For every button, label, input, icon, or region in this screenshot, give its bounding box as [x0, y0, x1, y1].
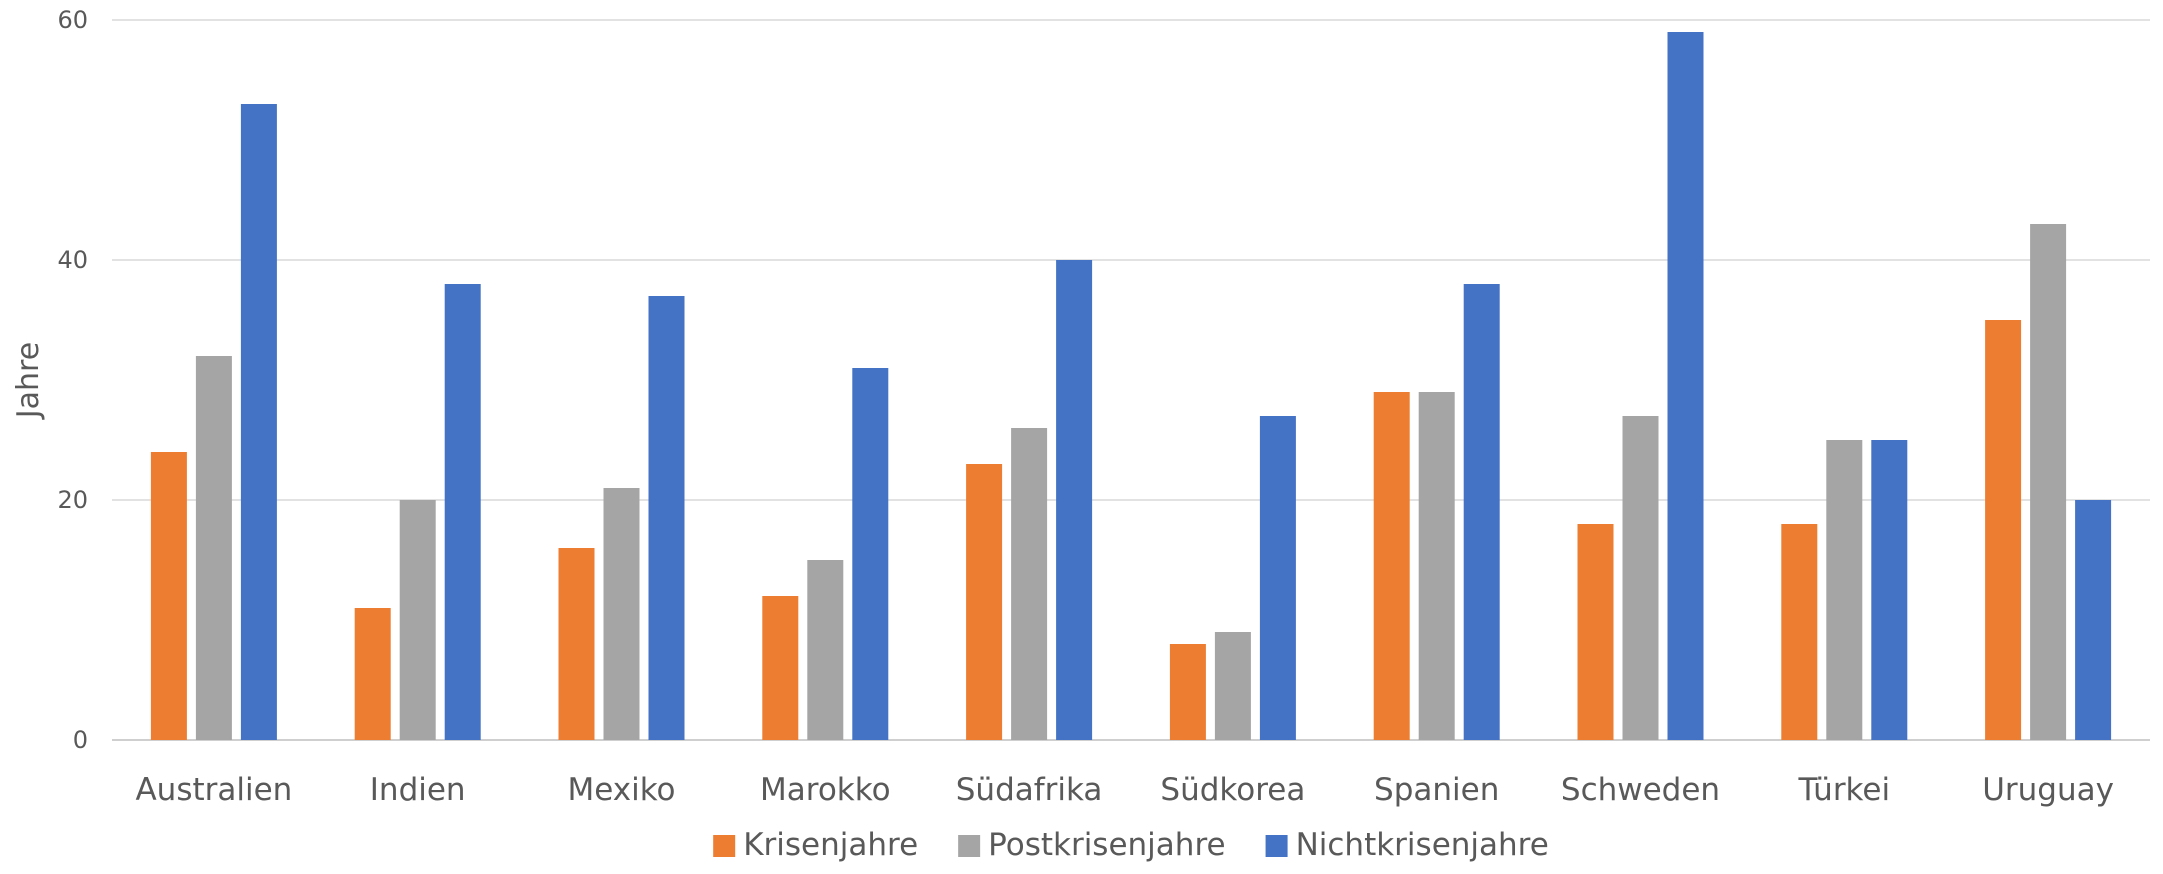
x-category-label: Südafrika: [956, 772, 1103, 808]
y-tick-label: 20: [57, 486, 88, 514]
bar-nichtkrisenjahre-1: [444, 284, 481, 740]
legend-label: Postkrisenjahre: [988, 827, 1225, 863]
bar-postkrisenjahre-4: [1011, 428, 1048, 740]
bar-nichtkrisenjahre-5: [1259, 416, 1296, 740]
legend-swatch: [1265, 835, 1288, 857]
bar-krisenjahre-1: [354, 608, 391, 740]
bar-nichtkrisenjahre-4: [1056, 260, 1093, 740]
legend-label: Nichtkrisenjahre: [1296, 827, 1549, 863]
y-axis-title: Jahre: [11, 342, 46, 420]
x-category-label: Indien: [370, 772, 466, 808]
bar-nichtkrisenjahre-8: [1871, 440, 1908, 740]
bar-krisenjahre-3: [762, 596, 799, 740]
legend-item: Krisenjahre: [713, 827, 918, 863]
bar-krisenjahre-7: [1577, 524, 1614, 740]
bar-nichtkrisenjahre-2: [648, 296, 685, 740]
y-tick-label: 40: [57, 246, 88, 274]
bar-krisenjahre-4: [966, 464, 1003, 740]
bar-krisenjahre-2: [558, 548, 595, 740]
bar-postkrisenjahre-9: [2030, 224, 2067, 740]
bar-nichtkrisenjahre-0: [240, 104, 277, 740]
bar-nichtkrisenjahre-9: [2075, 500, 2112, 740]
bar-krisenjahre-8: [1781, 524, 1818, 740]
x-category-label: Mexiko: [567, 772, 675, 808]
legend: Krisenjahre Postkrisenjahre Nichtkrisenjah…: [713, 827, 1549, 863]
legend-item: Nichtkrisenjahre: [1265, 827, 1549, 863]
x-category-label: Australien: [135, 772, 292, 808]
bar-krisenjahre-5: [1169, 644, 1206, 740]
legend-label: Krisenjahre: [743, 827, 918, 863]
bar-nichtkrisenjahre-6: [1463, 284, 1500, 740]
x-axis-labels: Australien Indien Mexiko Marokko Südafrika Sü…: [135, 772, 2114, 808]
y-tick-label: 0: [73, 726, 88, 754]
x-category-label: Marokko: [760, 772, 891, 808]
x-category-label: Südkorea: [1160, 772, 1305, 808]
bar-postkrisenjahre-8: [1826, 440, 1863, 740]
bar-postkrisenjahre-5: [1214, 632, 1251, 740]
legend-swatch: [958, 835, 981, 857]
bar-postkrisenjahre-6: [1418, 392, 1455, 740]
legend-swatch: [713, 835, 736, 857]
bar-nichtkrisenjahre-7: [1667, 32, 1704, 740]
bar-postkrisenjahre-3: [807, 560, 844, 740]
y-axis-ticks: 0 20 40 60: [57, 6, 88, 754]
bar-krisenjahre-6: [1373, 392, 1410, 740]
legend-item: Postkrisenjahre: [958, 827, 1226, 863]
bars: [150, 32, 2112, 740]
x-category-label: Spanien: [1374, 772, 1499, 808]
bar-nichtkrisenjahre-3: [852, 368, 889, 740]
bar-krisenjahre-9: [1985, 320, 2022, 740]
x-category-label: Türkei: [1797, 772, 1890, 808]
bar-krisenjahre-0: [150, 452, 187, 740]
bar-postkrisenjahre-1: [399, 500, 436, 740]
x-category-label: Schweden: [1561, 772, 1720, 808]
bar-postkrisenjahre-0: [195, 356, 232, 740]
y-tick-label: 60: [57, 6, 88, 34]
x-category-label: Uruguay: [1982, 772, 2114, 808]
bar-postkrisenjahre-2: [603, 488, 640, 740]
bar-postkrisenjahre-7: [1622, 416, 1659, 740]
